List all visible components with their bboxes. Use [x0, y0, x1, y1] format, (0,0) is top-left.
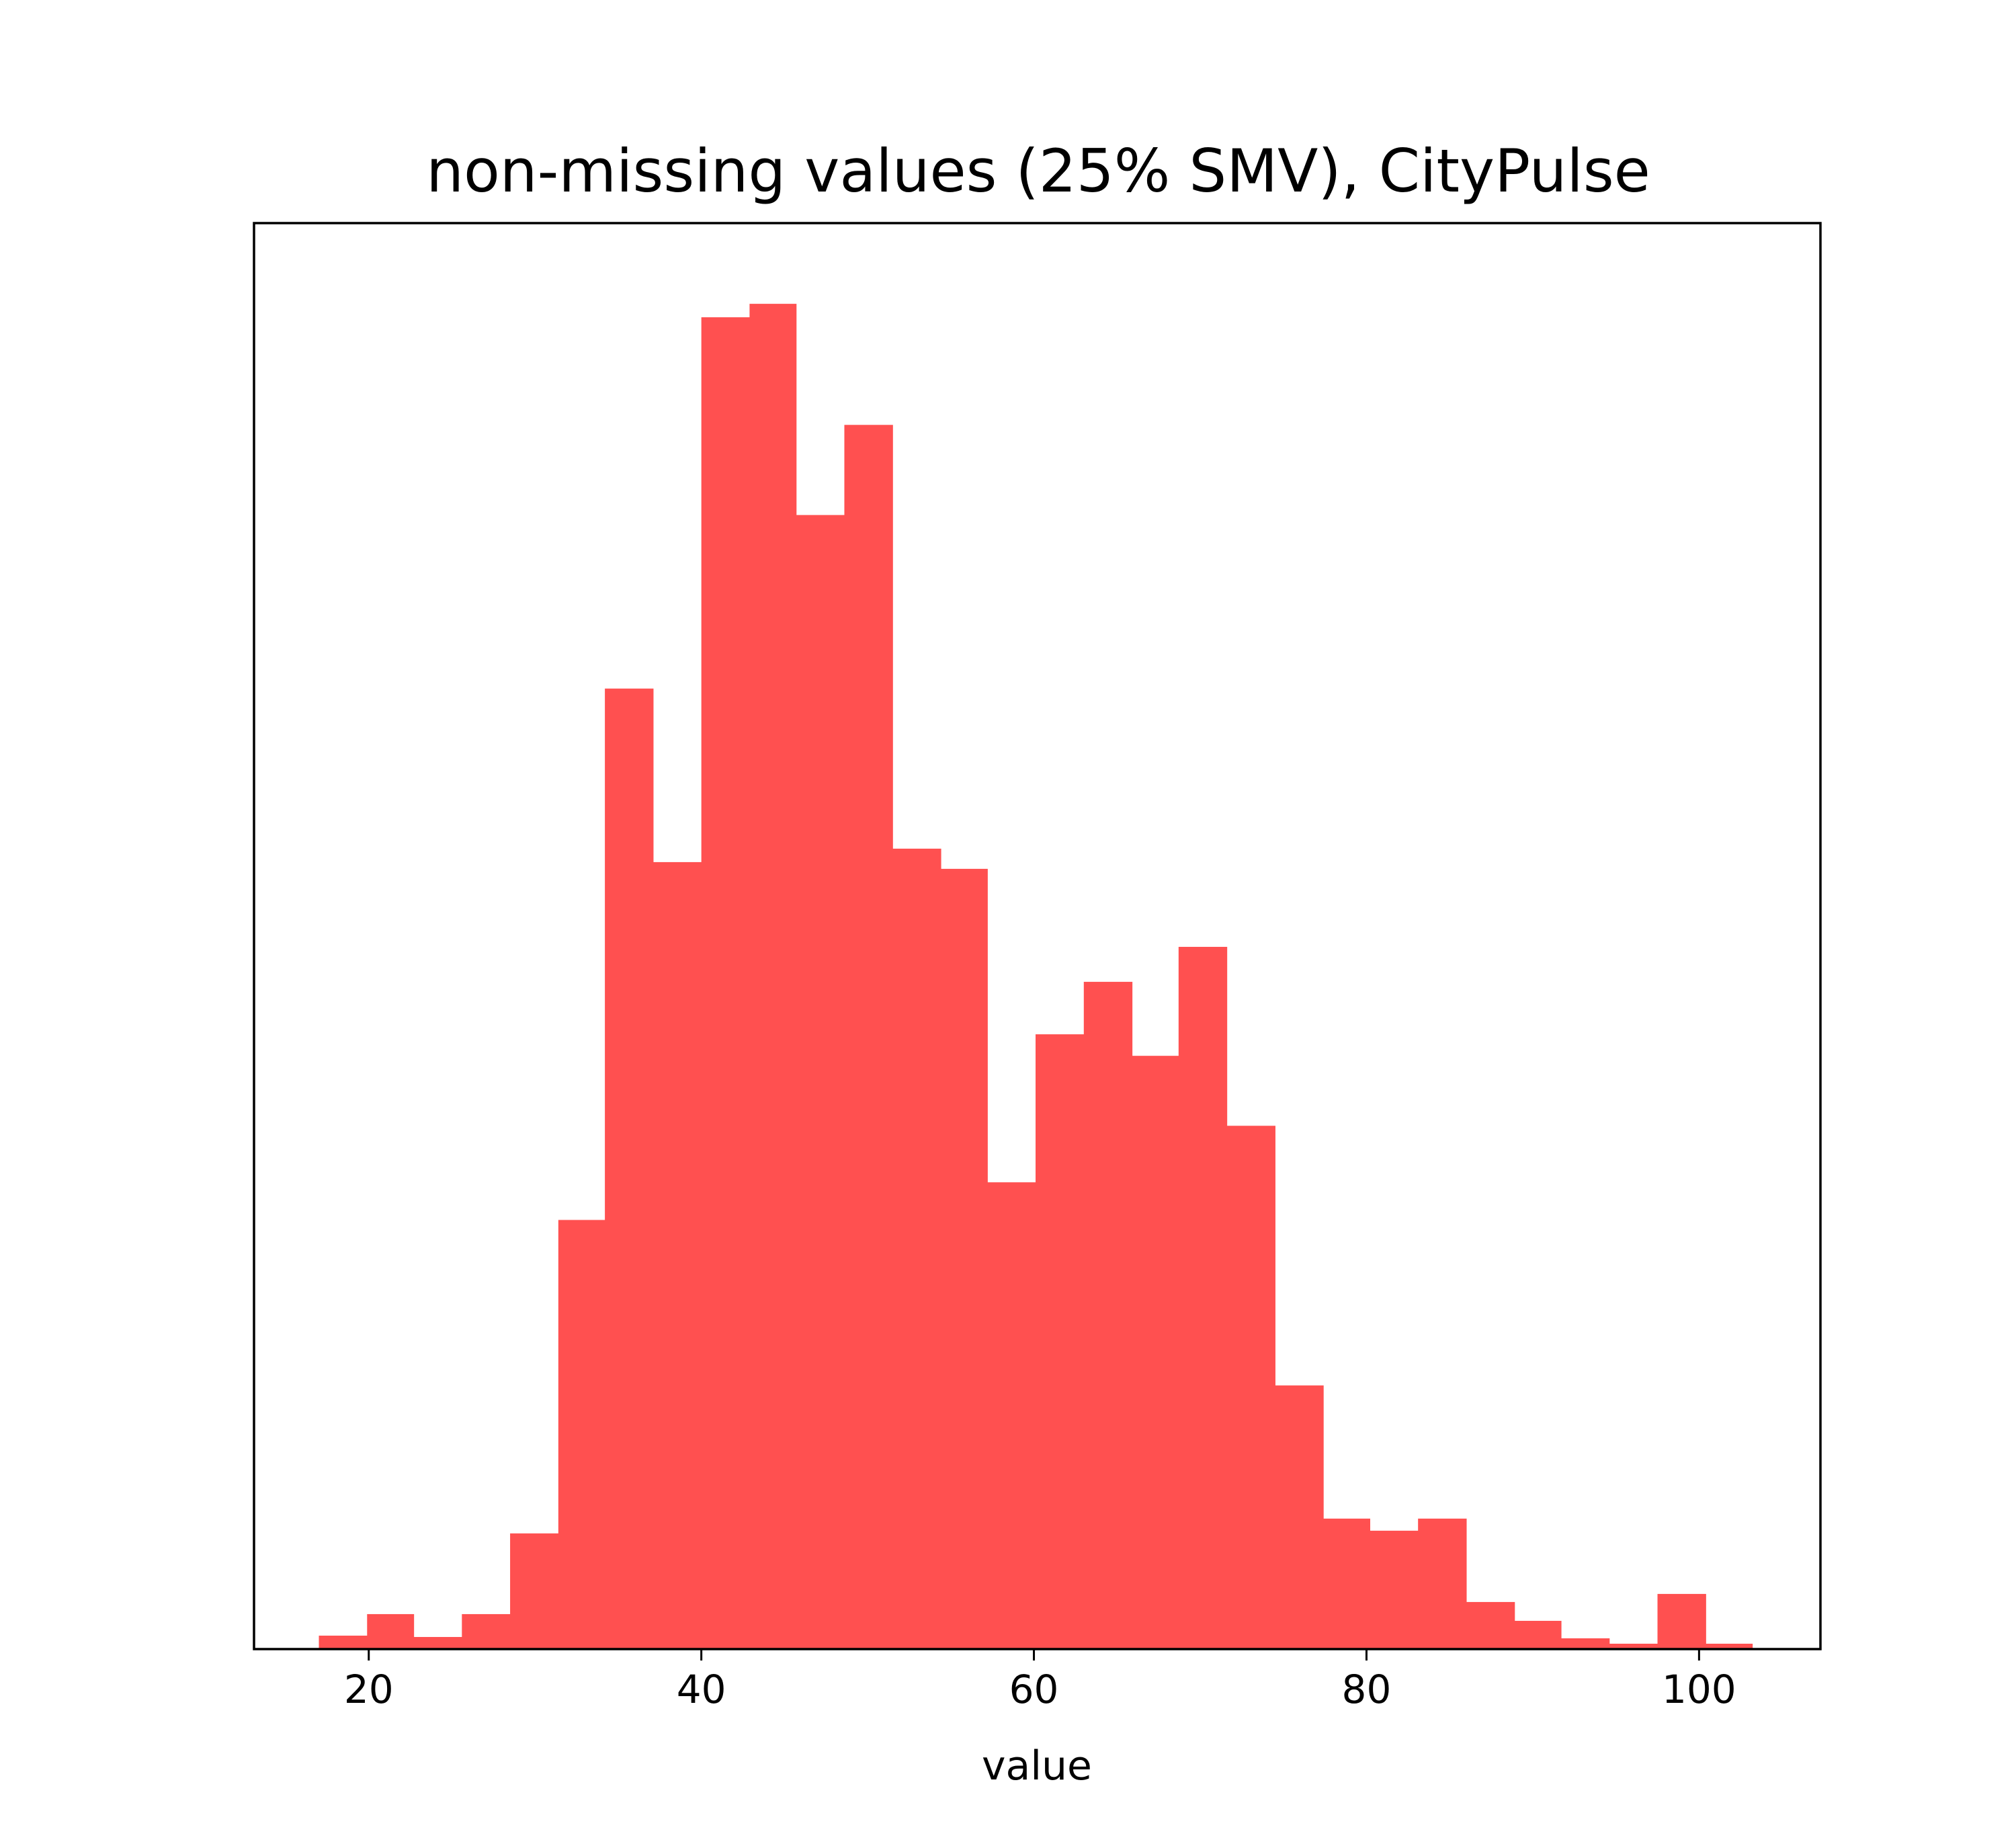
- histogram-bar-1: [367, 1613, 415, 1649]
- histogram-bar-2: [413, 1636, 462, 1649]
- histogram-bar-6: [605, 688, 654, 1649]
- x-tick-label: 20: [344, 1667, 394, 1712]
- histogram-bar-9: [749, 304, 797, 1649]
- histogram-bar-10: [796, 515, 845, 1650]
- histogram-bar-13: [940, 868, 988, 1649]
- histogram-bar-17: [1132, 1056, 1179, 1649]
- histogram-bar-24: [1466, 1601, 1515, 1649]
- x-tick-label: 60: [1009, 1667, 1059, 1712]
- x-tick-label: 80: [1342, 1667, 1392, 1712]
- histogram-bar-28: [1657, 1593, 1706, 1649]
- histogram-bar-16: [1083, 982, 1133, 1649]
- plot-frame: [253, 222, 1822, 1650]
- histogram-bar-14: [987, 1182, 1036, 1649]
- x-axis-label: value: [982, 1742, 1092, 1790]
- histogram-bar-22: [1370, 1530, 1419, 1649]
- histogram-bar-27: [1609, 1643, 1658, 1649]
- histogram-bar-29: [1706, 1643, 1753, 1649]
- histogram-bar-12: [892, 848, 941, 1649]
- histogram-bar-23: [1418, 1518, 1467, 1649]
- x-axis-ticks: 20 40 60 80 100: [344, 1649, 1736, 1712]
- x-tick-label: 100: [1662, 1667, 1736, 1712]
- bars-group: [319, 304, 1753, 1650]
- x-tick-label: 40: [677, 1667, 726, 1712]
- histogram-bar-25: [1514, 1620, 1562, 1649]
- histogram-bar-3: [462, 1613, 511, 1649]
- histogram-bar-11: [844, 425, 893, 1649]
- histogram-bar-4: [510, 1533, 559, 1649]
- histogram-bar-7: [653, 862, 702, 1649]
- histogram-bar-20: [1275, 1385, 1324, 1649]
- chart-title: non-missing values (25% SMV), CityPulse: [426, 136, 1650, 206]
- histogram-bar-26: [1560, 1638, 1610, 1649]
- histogram-bar-19: [1226, 1126, 1275, 1649]
- histogram-bar-8: [701, 317, 751, 1649]
- histogram-bar-15: [1036, 1034, 1085, 1649]
- histogram-bar-5: [558, 1220, 605, 1649]
- histogram-bar-21: [1323, 1518, 1371, 1649]
- histogram-bar-18: [1178, 947, 1228, 1649]
- histogram-bar-0: [319, 1635, 368, 1649]
